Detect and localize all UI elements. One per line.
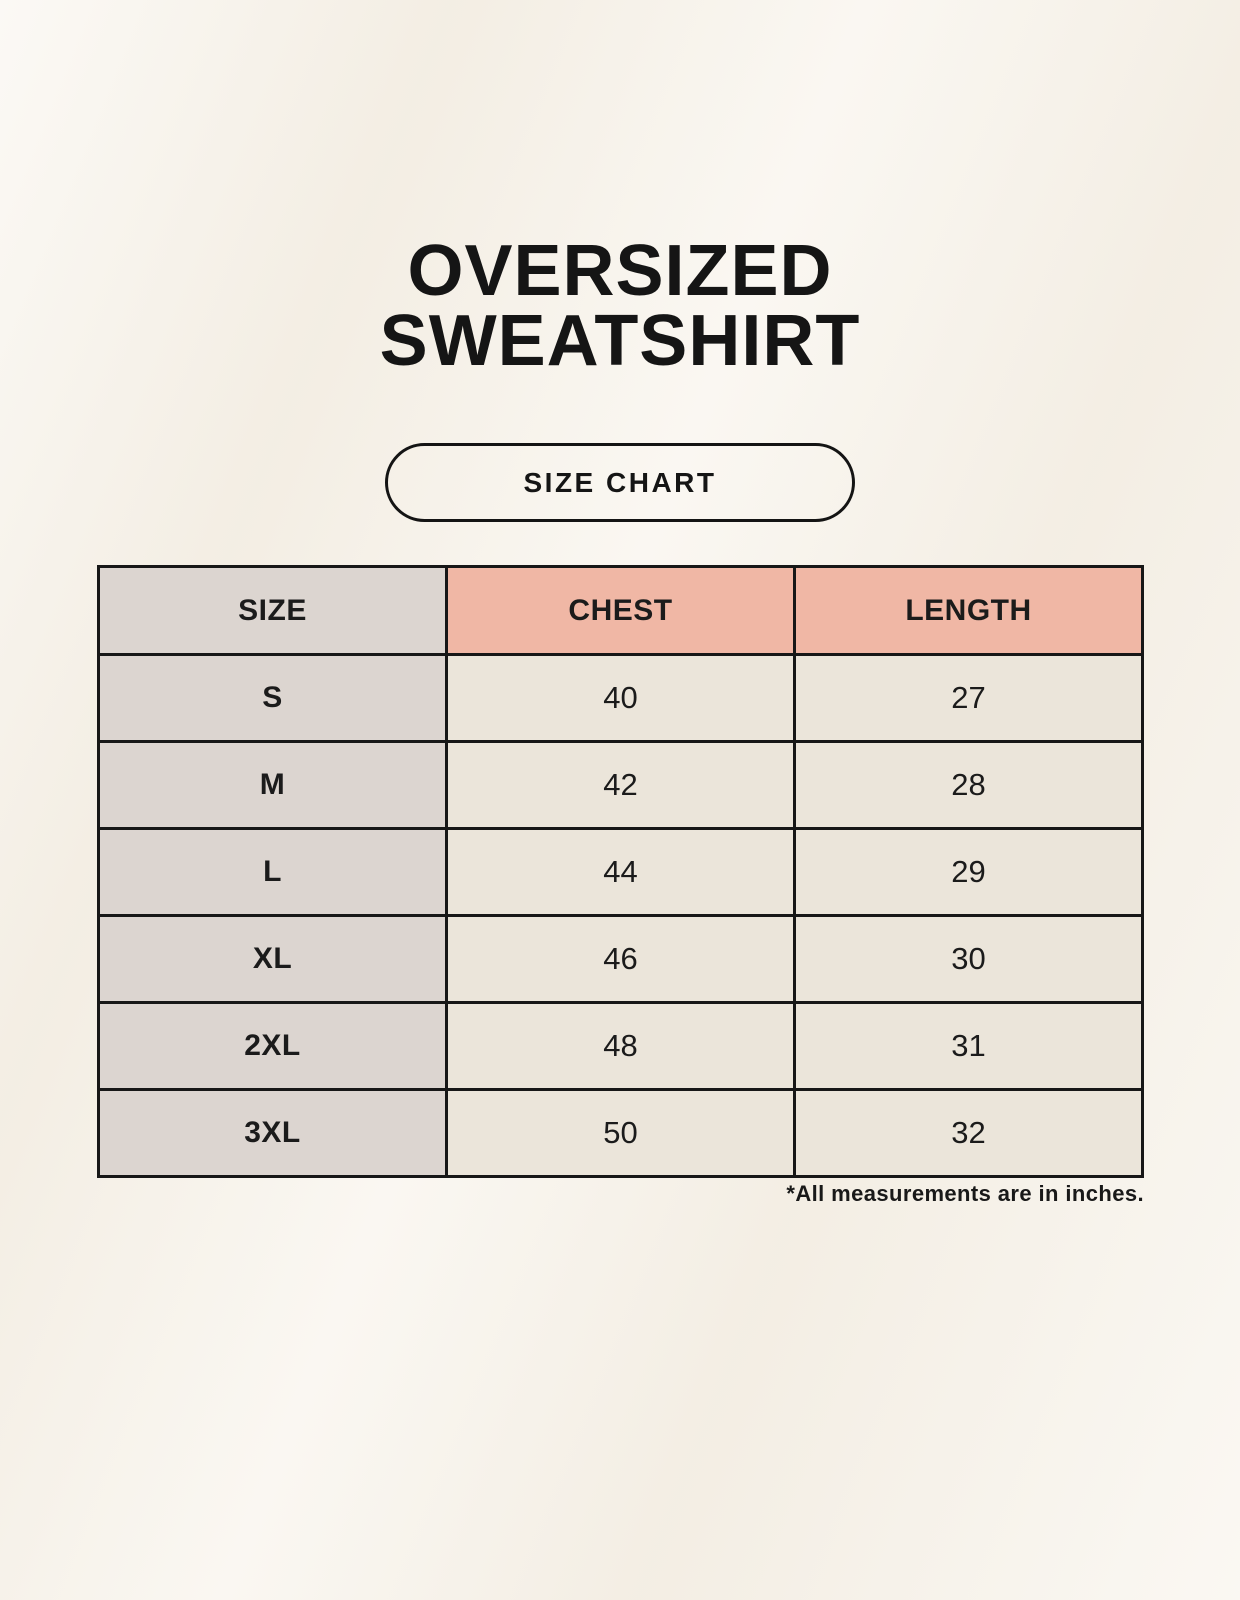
footnote: *All measurements are in inches. <box>786 1181 1144 1206</box>
title-line-2: SWEATSHIRT <box>379 301 861 381</box>
page-title: OVERSIZED SWEATSHIRT <box>0 231 1240 381</box>
length-cell: 32 <box>793 1088 1144 1178</box>
length-cell: 28 <box>793 740 1144 830</box>
chest-cell: 44 <box>445 827 796 917</box>
chest-cell: 42 <box>445 740 796 830</box>
size-chart-badge-label: SIZE CHART <box>523 466 717 498</box>
table-row: XL 46 30 <box>97 914 1144 1004</box>
size-chart-table: SIZE CHEST LENGTH S 40 27 M 42 28 L 44 29 XL 46 30 2… <box>97 565 1144 1178</box>
chest-cell: 50 <box>445 1088 796 1178</box>
length-cell: 30 <box>793 914 1144 1004</box>
size-cell: M <box>97 740 448 830</box>
table-header-row: SIZE CHEST LENGTH <box>97 565 1144 656</box>
table-row: 3XL 50 32 <box>97 1088 1144 1178</box>
header-length: LENGTH <box>793 565 1144 656</box>
table-row: M 42 28 <box>97 740 1144 830</box>
length-cell: 31 <box>793 1001 1144 1091</box>
table-row: S 40 27 <box>97 653 1144 743</box>
table-row: L 44 29 <box>97 827 1144 917</box>
size-cell: 2XL <box>97 1001 448 1091</box>
length-cell: 29 <box>793 827 1144 917</box>
title-line-1: OVERSIZED <box>407 231 833 311</box>
length-cell: 27 <box>793 653 1144 743</box>
size-chart-badge: SIZE CHART <box>385 443 855 522</box>
size-cell: S <box>97 653 448 743</box>
chest-cell: 48 <box>445 1001 796 1091</box>
chest-cell: 40 <box>445 653 796 743</box>
header-chest: CHEST <box>445 565 796 656</box>
size-cell: XL <box>97 914 448 1004</box>
header-size: SIZE <box>97 565 448 656</box>
table-row: 2XL 48 31 <box>97 1001 1144 1091</box>
size-chart-table-body: S 40 27 M 42 28 L 44 29 XL 46 30 2XL 48 31 3XL 50 32 <box>97 653 1144 1178</box>
chest-cell: 46 <box>445 914 796 1004</box>
size-cell: L <box>97 827 448 917</box>
size-cell: 3XL <box>97 1088 448 1178</box>
